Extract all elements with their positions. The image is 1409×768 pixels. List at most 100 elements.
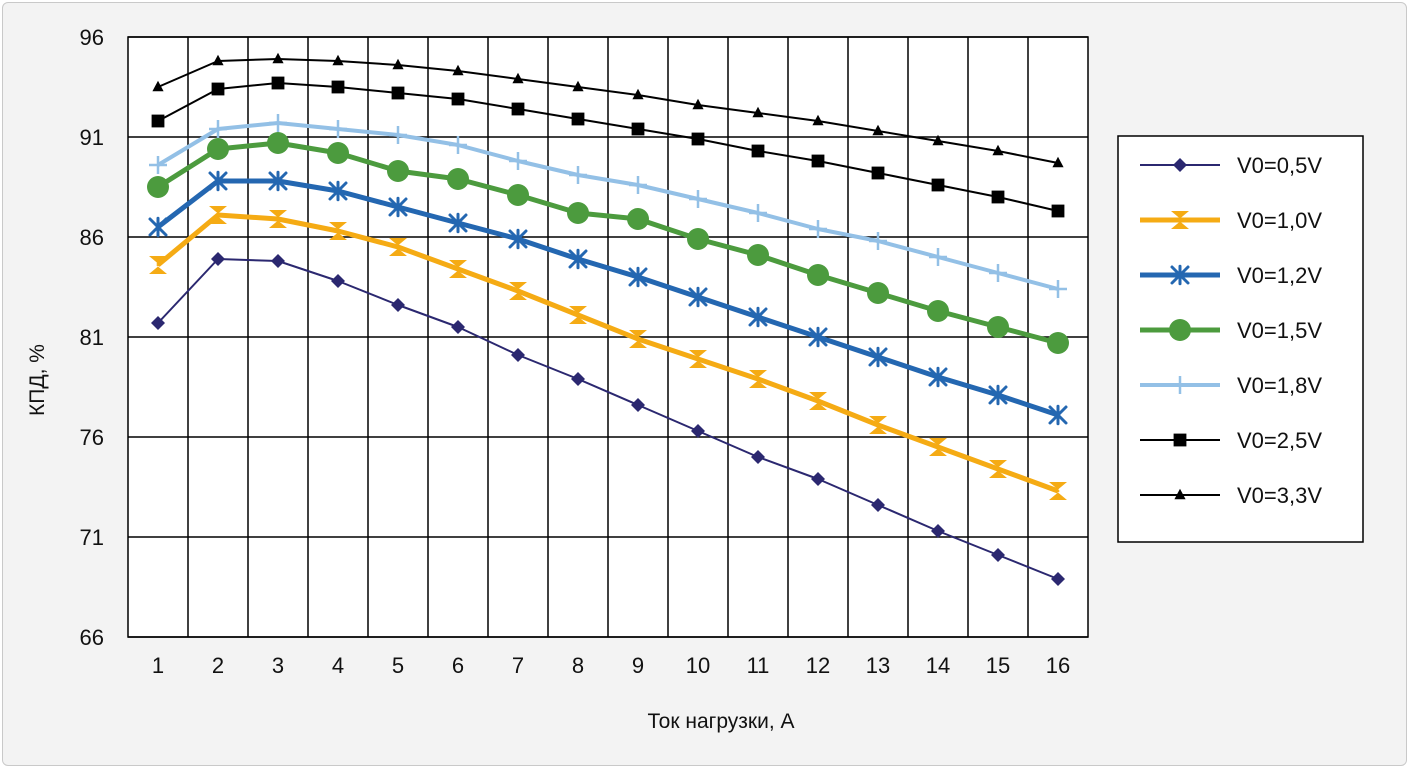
- data-point-circle: [207, 138, 229, 160]
- data-point-asterisk: [868, 346, 888, 368]
- data-point-circle: [267, 132, 289, 154]
- data-point-asterisk: [1048, 404, 1068, 426]
- data-point-diamond: [211, 252, 225, 266]
- legend-item: V0=3,3V: [1140, 483, 1322, 508]
- data-point-hourglass: [749, 370, 767, 388]
- series: [151, 76, 1065, 218]
- data-point-hourglass: [809, 392, 827, 410]
- data-point-triangle: [332, 54, 344, 66]
- data-point-asterisk: [508, 228, 528, 250]
- x-tick-label: 5: [392, 653, 404, 678]
- data-point-diamond: [451, 320, 465, 334]
- data-point-circle: [567, 202, 589, 224]
- x-tick-label: 6: [452, 653, 464, 678]
- data-point-hourglass: [929, 438, 947, 456]
- series: [148, 170, 1068, 426]
- legend-item: V0=1,0V: [1140, 208, 1322, 233]
- legend-label: V0=1,8V: [1237, 373, 1322, 398]
- data-point-plus: [149, 156, 167, 174]
- data-point-circle: [507, 184, 529, 206]
- data-point-asterisk: [148, 216, 168, 238]
- data-point-asterisk: [568, 248, 588, 270]
- data-point-asterisk: [688, 286, 708, 308]
- x-tick-label: 16: [1046, 653, 1070, 678]
- legend-item: V0=1,8V: [1140, 373, 1322, 398]
- y-tick-label: 81: [80, 325, 104, 350]
- data-point-triangle: [512, 72, 524, 84]
- data-point-diamond: [1173, 158, 1187, 172]
- data-point-circle: [747, 244, 769, 266]
- legend-item: V0=0,5V: [1140, 153, 1322, 178]
- x-tick-label: 1: [152, 653, 164, 678]
- x-tick-labels: 1 2 3 4 5 6 7 8 9 10 11 12 13 14 15 16: [152, 653, 1070, 678]
- data-point-asterisk: [928, 366, 948, 388]
- y-tick-label: 96: [80, 25, 104, 50]
- legend-label: V0=1,5V: [1237, 318, 1322, 343]
- data-point-square: [691, 132, 705, 146]
- data-point-circle: [987, 316, 1009, 338]
- data-point-circle: [387, 160, 409, 182]
- data-point-square: [811, 154, 825, 168]
- data-point-circle: [327, 142, 349, 164]
- y-tick-label: 86: [80, 225, 104, 250]
- data-point-triangle: [452, 64, 464, 76]
- legend-item: V0=2,5V: [1140, 428, 1322, 453]
- data-point-square: [271, 76, 285, 90]
- series-line: [156, 212, 1059, 494]
- data-point-asterisk: [328, 180, 348, 202]
- data-point-diamond: [511, 348, 525, 362]
- data-point-plus: [209, 120, 227, 138]
- series-line: [157, 258, 1059, 580]
- data-point-triangle: [632, 88, 644, 100]
- data-point-hourglass: [989, 460, 1007, 478]
- data-point-square: [391, 86, 405, 100]
- data-point-hourglass: [1049, 482, 1067, 500]
- data-point-hourglass: [269, 210, 287, 228]
- data-point-circle: [147, 176, 169, 198]
- series: [152, 52, 1064, 168]
- data-point-diamond: [271, 254, 285, 268]
- grid: [128, 36, 1088, 638]
- data-point-square: [931, 178, 945, 192]
- x-tick-label: 10: [686, 653, 710, 678]
- legend-item: V0=1,5V: [1140, 318, 1322, 343]
- data-point-triangle: [392, 58, 404, 70]
- data-point-square: [751, 144, 765, 158]
- data-point-circle: [867, 282, 889, 304]
- data-point-diamond: [811, 472, 825, 486]
- data-point-hourglass: [449, 260, 467, 278]
- data-point-triangle: [1174, 488, 1186, 500]
- data-point-hourglass: [509, 282, 527, 300]
- x-tick-label: 3: [272, 653, 284, 678]
- legend-label: V0=1,0V: [1237, 208, 1322, 233]
- data-point-diamond: [691, 424, 705, 438]
- data-point-hourglass: [869, 416, 887, 434]
- data-point-square: [451, 92, 465, 106]
- data-point-asterisk: [808, 326, 828, 348]
- data-point-diamond: [391, 298, 405, 312]
- x-tick-label: 13: [866, 653, 890, 678]
- data-point-plus: [569, 166, 587, 184]
- data-point-diamond: [931, 524, 945, 538]
- x-tick-label: 2: [212, 653, 224, 678]
- data-point-hourglass: [329, 222, 347, 240]
- x-tick-label: 8: [572, 653, 584, 678]
- data-point-circle: [1169, 319, 1191, 341]
- data-point-square: [211, 82, 225, 96]
- legend-label: V0=3,3V: [1237, 483, 1322, 508]
- data-point-diamond: [631, 398, 645, 412]
- data-point-plus: [989, 264, 1007, 282]
- series: [151, 252, 1065, 586]
- data-point-asterisk: [988, 384, 1008, 406]
- data-point-diamond: [571, 372, 585, 386]
- x-tick-label: 11: [747, 653, 770, 678]
- data-point-triangle: [212, 54, 224, 66]
- data-point-hourglass: [569, 306, 587, 324]
- data-point-triangle: [812, 114, 824, 126]
- data-point-square: [571, 112, 585, 126]
- data-point-circle: [1047, 332, 1069, 354]
- data-point-plus: [1171, 376, 1189, 394]
- data-point-diamond: [151, 316, 165, 330]
- legend-item: V0=1,2V: [1140, 263, 1322, 288]
